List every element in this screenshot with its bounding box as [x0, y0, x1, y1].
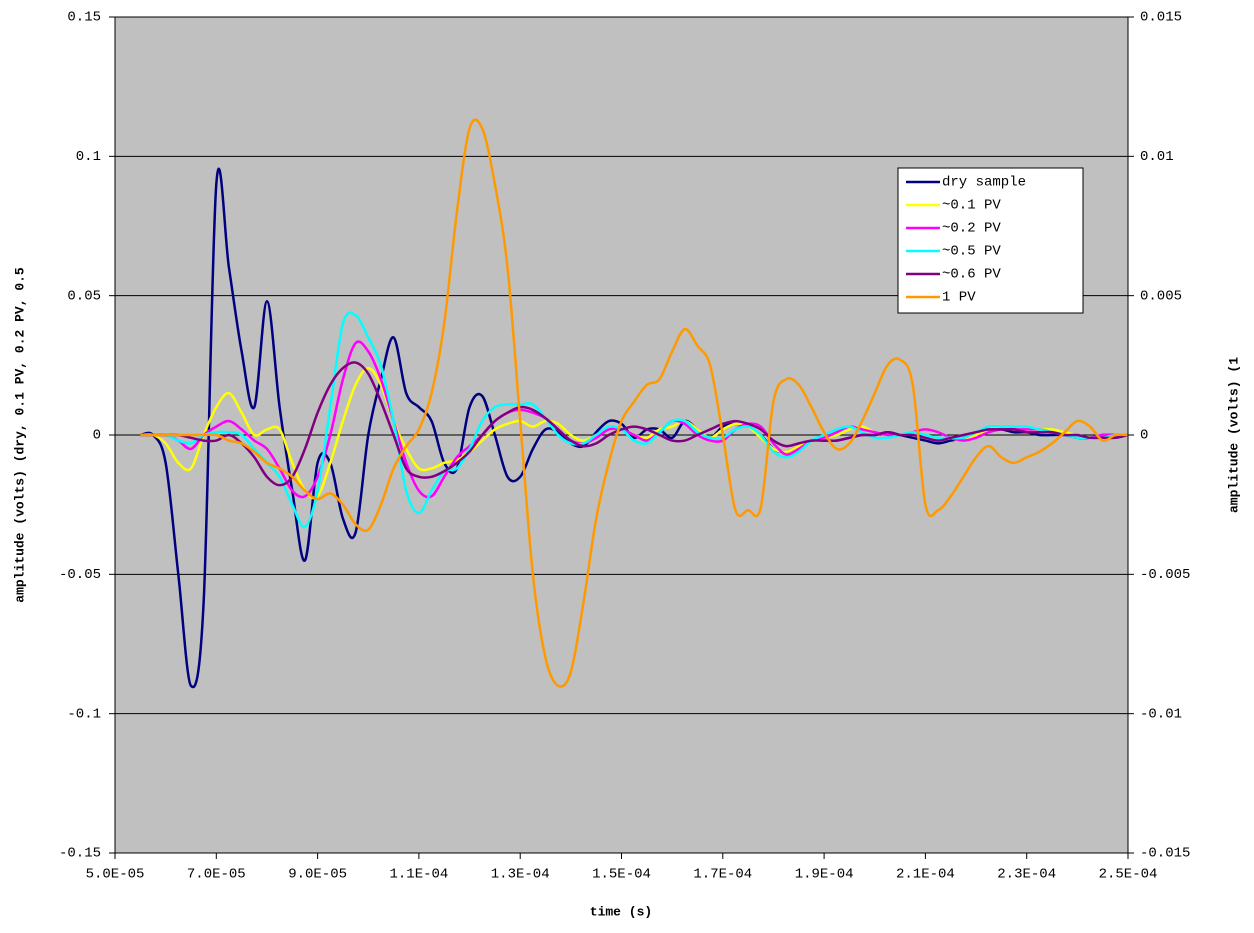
x-tick-label: 1.9E-04 [795, 867, 854, 883]
y-tick-label: 0.1 [76, 149, 101, 165]
legend-label: ~0.5 PV [942, 244, 1001, 260]
y2-axis-title: amplitude (volts) (1 [1226, 357, 1241, 513]
x-tick-label: 1.5E-04 [592, 867, 651, 883]
series-line [140, 340, 1128, 499]
y2-tick-label: 0.015 [1140, 10, 1182, 26]
y2-tick-label: -0.005 [1140, 567, 1190, 583]
series-line [140, 311, 1129, 529]
legend-label: ~0.1 PV [942, 198, 1001, 214]
y-tick-label: -0.1 [67, 706, 101, 722]
legend-label: dry sample [942, 175, 1026, 191]
y-axis-title: amplitude (volts) (dry, 0.1 PV, 0.2 PV, … [12, 267, 27, 603]
x-tick-label: 7.0E-05 [187, 867, 246, 883]
y-tick-label: 0 [93, 428, 101, 444]
series-line [140, 118, 1129, 688]
x-tick-label: 2.3E-04 [997, 867, 1056, 883]
legend-label: ~0.2 PV [942, 221, 1001, 237]
x-tick-label: 1.7E-04 [693, 867, 752, 883]
y-tick-label: -0.15 [59, 846, 101, 862]
y2-tick-label: 0.01 [1140, 149, 1174, 165]
x-tick-label: 9.0E-05 [288, 867, 347, 883]
series-line [140, 361, 1129, 487]
series-line [140, 167, 1128, 689]
y-tick-label: 0.15 [67, 10, 101, 26]
x-tick-label: 1.3E-04 [491, 867, 550, 883]
legend-label: 1 PV [942, 290, 976, 306]
legend: dry sample ~0.1 PV ~0.2 PV ~0.5 PV ~0.6 PV 1 … [897, 167, 1084, 314]
x-tick-label: 5.0E-05 [86, 867, 145, 883]
y2-tick-label: -0.01 [1140, 706, 1182, 722]
plot-border [114, 16, 1129, 854]
x-tick-label: 2.5E-04 [1099, 867, 1158, 883]
x-tick-label: 1.1E-04 [389, 867, 448, 883]
x-tick-label: 2.1E-04 [896, 867, 955, 883]
y-tick-label: -0.05 [59, 567, 101, 583]
y2-tick-label: 0.005 [1140, 288, 1182, 304]
y-tick-label: 0.05 [67, 288, 101, 304]
legend-box [897, 167, 1084, 314]
y2-tick-label: 0 [1140, 428, 1148, 444]
y2-tick-label: -0.015 [1140, 846, 1190, 862]
legend-label: ~0.6 PV [942, 267, 1001, 283]
x-axis-title: time (s) [590, 904, 652, 919]
